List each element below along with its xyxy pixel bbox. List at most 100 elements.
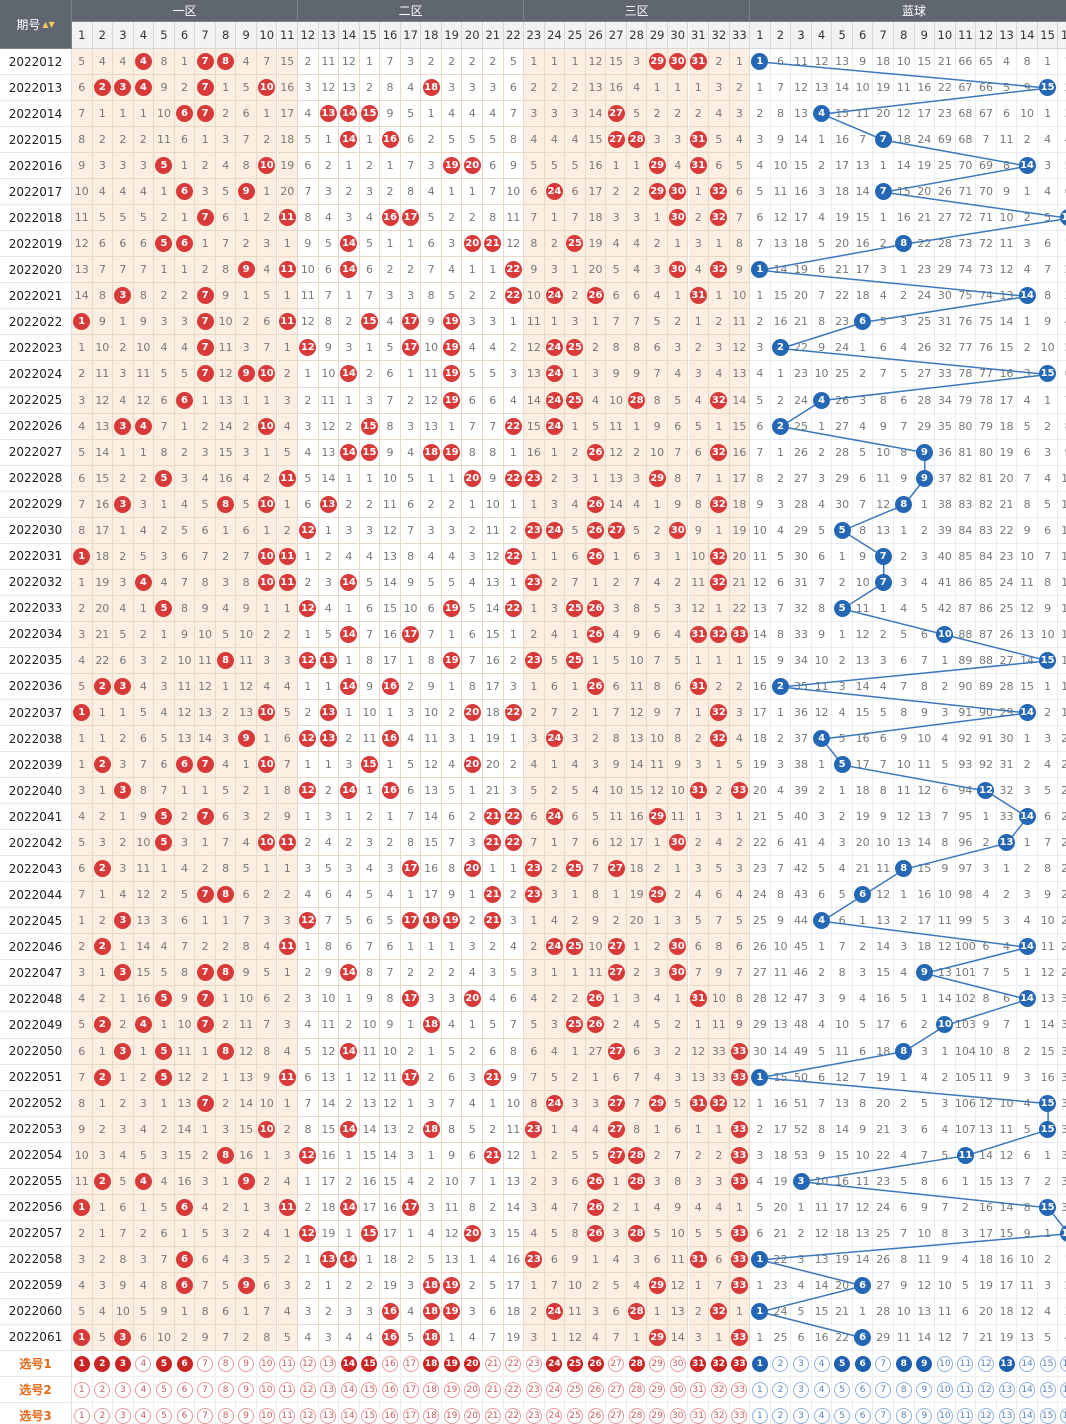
select-red-ball-20[interactable]: 20: [464, 1381, 481, 1398]
select-red-ball-30[interactable]: 30: [669, 1355, 686, 1372]
select-red-ball-17[interactable]: 17: [402, 1355, 419, 1372]
select-blue-ball-2[interactable]: 2: [772, 1355, 789, 1372]
select-red-ball-8[interactable]: 8: [217, 1407, 234, 1424]
select-red-ball-26[interactable]: 26: [587, 1407, 604, 1424]
select-blue-ball-6[interactable]: 6: [854, 1355, 871, 1372]
select-red-ball-21[interactable]: 21: [484, 1381, 501, 1398]
select-red-ball-26[interactable]: 26: [587, 1355, 604, 1372]
select-blue-ball-14[interactable]: 14: [1019, 1407, 1036, 1424]
select-blue-ball-1[interactable]: 1: [751, 1381, 768, 1398]
select-red-ball-32[interactable]: 32: [710, 1355, 727, 1372]
select-red-ball-33[interactable]: 33: [731, 1407, 748, 1424]
issue-column-header[interactable]: 期号 ▲▼: [0, 0, 72, 49]
select-red-ball-33[interactable]: 33: [731, 1355, 748, 1372]
select-red-ball-29[interactable]: 29: [649, 1355, 666, 1372]
select-red-ball-4[interactable]: 4: [135, 1355, 152, 1372]
select-red-ball-27[interactable]: 27: [608, 1407, 625, 1424]
select-red-ball-2[interactable]: 2: [94, 1407, 111, 1424]
select-red-ball-7[interactable]: 7: [197, 1355, 214, 1372]
select-red-ball-28[interactable]: 28: [628, 1355, 645, 1372]
select-blue-ball-13[interactable]: 13: [998, 1381, 1015, 1398]
select-red-ball-27[interactable]: 27: [608, 1355, 625, 1372]
select-blue-ball-14[interactable]: 14: [1019, 1355, 1036, 1372]
select-red-ball-18[interactable]: 18: [423, 1355, 440, 1372]
select-red-ball-25[interactable]: 25: [566, 1407, 583, 1424]
select-blue-ball-2[interactable]: 2: [772, 1407, 789, 1424]
select-blue-ball-13[interactable]: 13: [998, 1355, 1015, 1372]
select-blue-ball-4[interactable]: 4: [813, 1355, 830, 1372]
select-red-ball-9[interactable]: 9: [238, 1381, 255, 1398]
select-blue-ball-7[interactable]: 7: [875, 1355, 892, 1372]
select-red-ball-11[interactable]: 11: [279, 1381, 296, 1398]
select-red-ball-6[interactable]: 6: [176, 1355, 193, 1372]
select-blue-ball-7[interactable]: 7: [875, 1381, 892, 1398]
select-red-ball-8[interactable]: 8: [217, 1355, 234, 1372]
select-red-ball-16[interactable]: 16: [382, 1355, 399, 1372]
select-blue-ball-11[interactable]: 11: [957, 1407, 974, 1424]
select-blue-ball-15[interactable]: 15: [1039, 1355, 1056, 1372]
select-red-ball-19[interactable]: 19: [443, 1355, 460, 1372]
select-red-ball-31[interactable]: 31: [690, 1355, 707, 1372]
select-red-ball-12[interactable]: 12: [299, 1407, 316, 1424]
select-blue-ball-16[interactable]: 16: [1060, 1381, 1066, 1398]
select-red-ball-15[interactable]: 15: [361, 1381, 378, 1398]
select-red-ball-10[interactable]: 10: [258, 1381, 275, 1398]
select-red-ball-17[interactable]: 17: [402, 1407, 419, 1424]
select-blue-ball-12[interactable]: 12: [977, 1355, 994, 1372]
select-red-ball-14[interactable]: 14: [340, 1355, 357, 1372]
select-red-ball-10[interactable]: 10: [258, 1355, 275, 1372]
select-red-ball-10[interactable]: 10: [258, 1407, 275, 1424]
select-red-ball-13[interactable]: 13: [320, 1355, 337, 1372]
select-blue-ball-8[interactable]: 8: [895, 1355, 912, 1372]
select-red-ball-20[interactable]: 20: [464, 1355, 481, 1372]
select-red-ball-28[interactable]: 28: [628, 1381, 645, 1398]
select-blue-ball-2[interactable]: 2: [772, 1381, 789, 1398]
select-red-ball-11[interactable]: 11: [279, 1407, 296, 1424]
select-blue-ball-9[interactable]: 9: [916, 1355, 933, 1372]
select-red-ball-33[interactable]: 33: [731, 1381, 748, 1398]
select-blue-ball-15[interactable]: 15: [1039, 1381, 1056, 1398]
select-red-ball-30[interactable]: 30: [669, 1381, 686, 1398]
select-red-ball-13[interactable]: 13: [320, 1407, 337, 1424]
select-blue-ball-16[interactable]: 16: [1060, 1355, 1066, 1372]
select-red-ball-27[interactable]: 27: [608, 1381, 625, 1398]
select-red-ball-14[interactable]: 14: [340, 1407, 357, 1424]
select-red-ball-21[interactable]: 21: [484, 1407, 501, 1424]
select-blue-ball-11[interactable]: 11: [957, 1381, 974, 1398]
select-blue-ball-8[interactable]: 8: [895, 1407, 912, 1424]
select-red-ball-2[interactable]: 2: [94, 1355, 111, 1372]
select-red-ball-23[interactable]: 23: [525, 1381, 542, 1398]
select-red-ball-5[interactable]: 5: [155, 1407, 172, 1424]
select-red-ball-12[interactable]: 12: [299, 1355, 316, 1372]
select-red-ball-19[interactable]: 19: [443, 1407, 460, 1424]
select-red-ball-9[interactable]: 9: [238, 1355, 255, 1372]
select-red-ball-22[interactable]: 22: [505, 1381, 522, 1398]
select-red-ball-3[interactable]: 3: [114, 1407, 131, 1424]
select-red-ball-23[interactable]: 23: [525, 1355, 542, 1372]
select-red-ball-1[interactable]: 1: [73, 1407, 90, 1424]
select-red-ball-32[interactable]: 32: [710, 1381, 727, 1398]
select-red-ball-4[interactable]: 4: [135, 1381, 152, 1398]
select-red-ball-12[interactable]: 12: [299, 1381, 316, 1398]
select-red-ball-24[interactable]: 24: [546, 1355, 563, 1372]
select-blue-ball-9[interactable]: 9: [916, 1407, 933, 1424]
select-blue-ball-12[interactable]: 12: [977, 1381, 994, 1398]
select-red-ball-6[interactable]: 6: [176, 1407, 193, 1424]
select-blue-ball-16[interactable]: 16: [1060, 1407, 1066, 1424]
select-blue-ball-8[interactable]: 8: [895, 1381, 912, 1398]
select-red-ball-22[interactable]: 22: [505, 1355, 522, 1372]
select-blue-ball-10[interactable]: 10: [936, 1355, 953, 1372]
select-red-ball-3[interactable]: 3: [114, 1381, 131, 1398]
select-red-ball-32[interactable]: 32: [710, 1407, 727, 1424]
select-blue-ball-9[interactable]: 9: [916, 1381, 933, 1398]
select-red-ball-29[interactable]: 29: [649, 1407, 666, 1424]
select-blue-ball-5[interactable]: 5: [834, 1407, 851, 1424]
select-red-ball-29[interactable]: 29: [649, 1381, 666, 1398]
select-red-ball-23[interactable]: 23: [525, 1407, 542, 1424]
select-red-ball-24[interactable]: 24: [546, 1381, 563, 1398]
select-blue-ball-4[interactable]: 4: [813, 1381, 830, 1398]
select-red-ball-31[interactable]: 31: [690, 1381, 707, 1398]
select-red-ball-9[interactable]: 9: [238, 1407, 255, 1424]
select-blue-ball-13[interactable]: 13: [998, 1407, 1015, 1424]
select-red-ball-8[interactable]: 8: [217, 1381, 234, 1398]
